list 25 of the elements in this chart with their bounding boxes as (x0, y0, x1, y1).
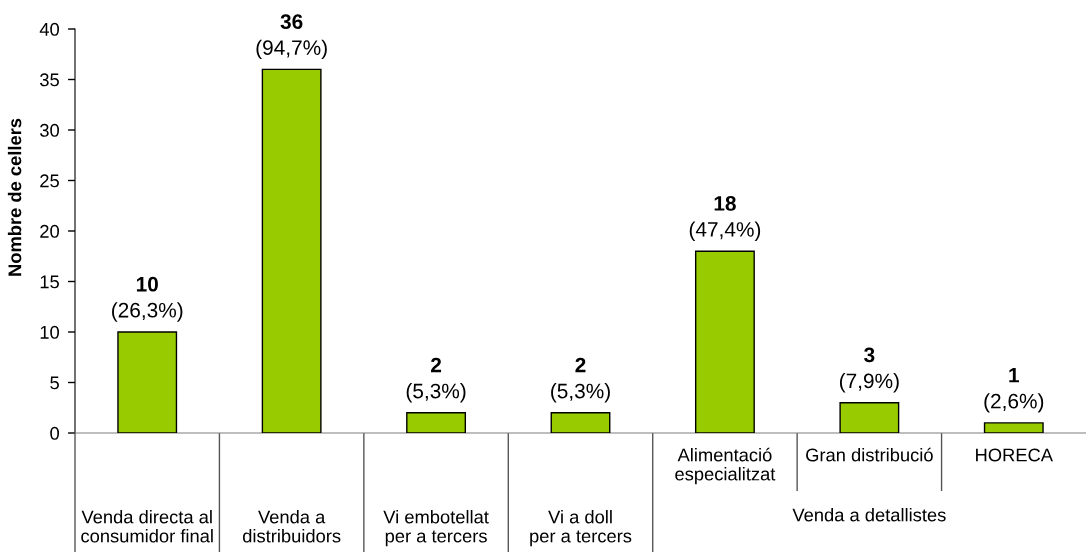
x-tick-label: HORECA (976, 448, 1053, 462)
y-tick-label: 20 (40, 224, 60, 238)
data-label: 10 (26,3%) (112, 276, 183, 322)
y-tick-label: 0 (50, 426, 60, 440)
data-label: 36 (94,7%) (256, 14, 327, 60)
data-label: 2 (5,3%) (406, 357, 466, 403)
x-tick-label: Vi embotellat per a tercers (383, 510, 489, 547)
y-tick-label: 40 (39, 22, 60, 36)
data-label: 2 (5,3%) (551, 357, 610, 403)
x-tick-label: Gran distribució (806, 447, 933, 462)
y-axis-title: Nombre de cellers (7, 118, 22, 276)
text: Venda a detallistes (792, 508, 946, 522)
y-tick-label: 5 (50, 376, 59, 390)
data-label: 3 (7,9%) (839, 347, 899, 393)
x-tick-label: Alimentació especialitzat (675, 447, 776, 485)
y-tick-label: 15 (40, 275, 59, 289)
data-label: 1 (2,6%) (984, 367, 1044, 413)
x-tick-label: Venda directa al consumidor final (81, 510, 213, 543)
data-label: 18 (47,4%) (689, 196, 761, 241)
y-tick-label: 10 (40, 325, 60, 339)
x-tick-label: Venda a distribuidors (243, 510, 341, 543)
y-tick-label: 35 (40, 73, 59, 87)
x-tick-label: Vi a doll per a tercers (530, 510, 632, 547)
y-tick-label: 30 (40, 123, 60, 137)
y-tick-label: 25 (40, 174, 59, 188)
